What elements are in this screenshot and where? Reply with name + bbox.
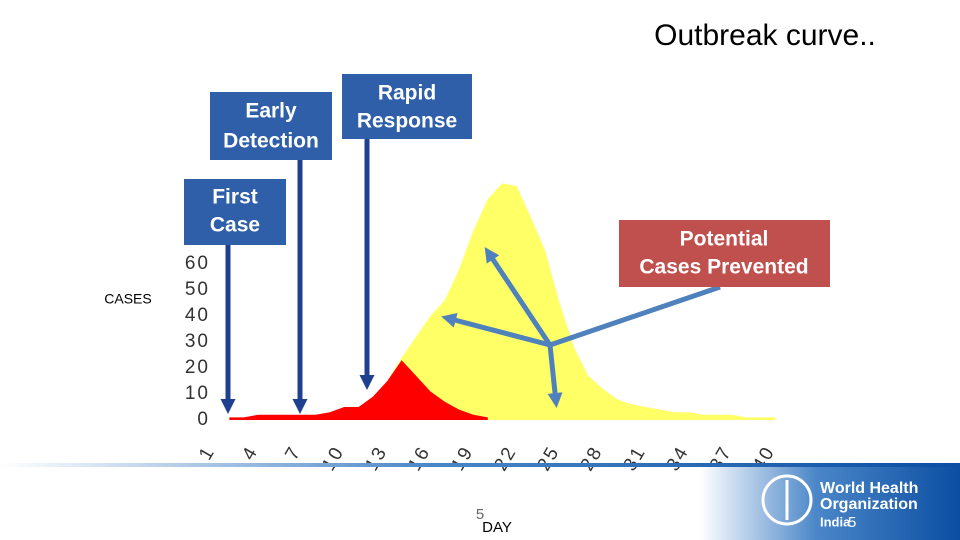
area: [229, 360, 488, 420]
annotation-text: Rapid: [378, 82, 436, 105]
x-tick-label: 10: [318, 443, 349, 475]
area: [372, 183, 775, 420]
x-tick-label: 1: [195, 443, 219, 464]
annotation-text: First: [212, 186, 258, 209]
x-tick-label: 28: [577, 443, 608, 475]
arrow: [547, 344, 563, 408]
country: India: [820, 514, 851, 529]
y-tick-label: 0: [197, 409, 210, 430]
x-axis-label: DAY: [482, 519, 512, 536]
slide-title: Outbreak curve..: [654, 19, 876, 52]
x-tick-label: 34: [663, 443, 694, 475]
arrow: [549, 284, 721, 348]
annotation-text: Cases Prevented: [639, 256, 808, 279]
x-tick-label: 13: [361, 443, 392, 475]
y-tick-label: 30: [185, 331, 210, 352]
who-logo: [761, 474, 813, 526]
y-tick-label: 50: [185, 279, 210, 300]
x-tick-label: 4: [238, 443, 262, 464]
page-number: 5: [848, 514, 856, 531]
org-name: World Health: [820, 480, 918, 497]
y-tick-label: 10: [185, 383, 210, 404]
x-tick-label: 16: [404, 443, 435, 475]
annotation-box: [619, 220, 830, 287]
annotation-text: Response: [357, 110, 457, 133]
arrow: [441, 313, 551, 348]
annotation-box: [342, 74, 472, 139]
y-tick-label: 60: [185, 253, 210, 274]
annotation-text: Potential: [680, 228, 769, 251]
y-tick-label: 40: [185, 305, 210, 326]
annotation-box: [184, 179, 286, 245]
y-tick-label: 20: [185, 357, 210, 378]
x-tick-label: 7: [281, 443, 305, 464]
footer-band: [700, 467, 960, 540]
annotation-box: [210, 92, 332, 160]
x-tick-label: 25: [534, 443, 565, 475]
x-tick-label: 19: [447, 443, 478, 475]
y-axis-label: CASES: [104, 291, 151, 307]
x-tick-label: 22: [490, 443, 521, 475]
footer-line: [0, 463, 960, 467]
arrow: [484, 247, 553, 347]
org-name: Organization: [820, 496, 918, 513]
annotation-text: Detection: [223, 130, 319, 153]
x-tick-label: 31: [620, 443, 651, 475]
annotation-text: Early: [245, 100, 297, 123]
annotation-text: Case: [210, 214, 260, 237]
page-number: 5: [476, 506, 484, 523]
